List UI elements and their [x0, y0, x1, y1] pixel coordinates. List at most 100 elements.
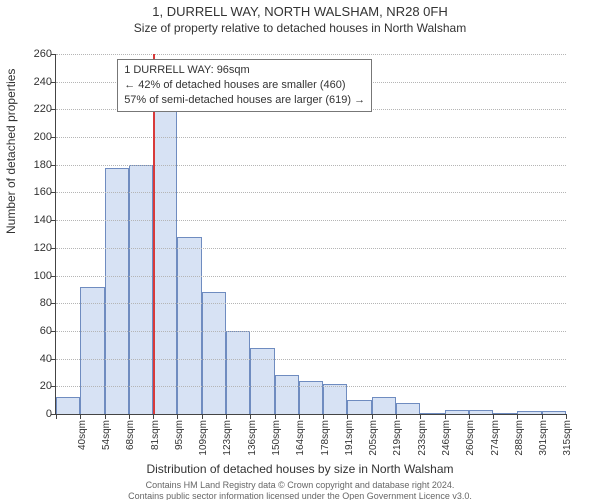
y-axis-title: Number of detached properties — [4, 69, 18, 234]
grid-line — [56, 303, 566, 304]
x-tick-label: 164sqm — [295, 420, 306, 456]
x-tick-mark — [153, 414, 154, 419]
x-tick-label: 109sqm — [198, 420, 209, 456]
grid-line — [56, 54, 566, 55]
annotation-line: ← 42% of detached houses are smaller (46… — [124, 78, 365, 93]
grid-line — [56, 248, 566, 249]
x-tick-mark — [517, 414, 518, 419]
x-tick-mark — [129, 414, 130, 419]
bar — [129, 165, 153, 414]
x-tick-mark — [105, 414, 106, 419]
x-tick-mark — [566, 414, 567, 419]
grid-line — [56, 386, 566, 387]
grid-line — [56, 137, 566, 138]
x-tick-mark — [323, 414, 324, 419]
y-tick-label: 60 — [40, 325, 52, 337]
x-tick-label: 81sqm — [150, 420, 161, 450]
bar — [105, 168, 129, 414]
x-tick-mark — [420, 414, 421, 419]
x-tick-label: 68sqm — [125, 420, 136, 450]
x-tick-label: 301sqm — [538, 420, 549, 456]
x-tick-label: 150sqm — [271, 420, 282, 456]
y-tick-label: 80 — [40, 297, 52, 309]
bar — [275, 375, 299, 414]
grid-line — [56, 220, 566, 221]
x-tick-label: 233sqm — [417, 420, 428, 456]
chart-title: 1, DURRELL WAY, NORTH WALSHAM, NR28 0FH — [0, 4, 600, 19]
x-tick-label: 40sqm — [77, 420, 88, 450]
x-tick-label: 260sqm — [465, 420, 476, 456]
bar — [517, 411, 541, 414]
bar — [420, 413, 444, 414]
x-tick-mark — [80, 414, 81, 419]
chart-container: 1, DURRELL WAY, NORTH WALSHAM, NR28 0FH … — [0, 4, 600, 500]
grid-line — [56, 276, 566, 277]
x-tick-label: 288sqm — [514, 420, 525, 456]
x-tick-label: 219sqm — [392, 420, 403, 456]
bar — [347, 400, 371, 414]
grid-line — [56, 331, 566, 332]
x-tick-mark — [177, 414, 178, 419]
x-tick-label: 246sqm — [441, 420, 452, 456]
bar — [372, 397, 396, 414]
x-tick-mark — [202, 414, 203, 419]
grid-line — [56, 165, 566, 166]
y-tick-label: 20 — [40, 380, 52, 392]
bar — [469, 410, 493, 414]
bar — [153, 109, 177, 414]
grid-line — [56, 192, 566, 193]
x-tick-label: 54sqm — [101, 420, 112, 450]
bar — [202, 292, 226, 414]
x-tick-mark — [275, 414, 276, 419]
x-tick-mark — [445, 414, 446, 419]
bar — [445, 410, 469, 414]
attribution-line1: Contains HM Land Registry data © Crown c… — [0, 480, 600, 491]
x-tick-label: 123sqm — [222, 420, 233, 456]
annotation-line: 57% of semi-detached houses are larger (… — [124, 93, 365, 108]
plot-area: 02040608010012014016018020022024026040sq… — [55, 54, 566, 415]
y-tick-label: 220 — [34, 103, 52, 115]
bar — [56, 397, 80, 414]
bar — [226, 331, 250, 414]
y-tick-label: 100 — [34, 270, 52, 282]
chart-subtitle: Size of property relative to detached ho… — [0, 21, 600, 35]
x-tick-mark — [250, 414, 251, 419]
x-tick-label: 191sqm — [344, 420, 355, 456]
y-tick-label: 40 — [40, 353, 52, 365]
bar — [542, 411, 566, 414]
y-tick-label: 140 — [34, 214, 52, 226]
bar — [177, 237, 201, 414]
annotation-box: 1 DURRELL WAY: 96sqm← 42% of detached ho… — [117, 59, 372, 112]
x-tick-mark — [542, 414, 543, 419]
bar — [493, 413, 517, 414]
x-axis-title: Distribution of detached houses by size … — [0, 462, 600, 476]
y-tick-label: 180 — [34, 159, 52, 171]
x-tick-label: 136sqm — [247, 420, 258, 456]
x-tick-mark — [372, 414, 373, 419]
y-tick-label: 260 — [34, 48, 52, 60]
x-tick-mark — [226, 414, 227, 419]
y-tick-label: 160 — [34, 186, 52, 198]
x-tick-label: 178sqm — [320, 420, 331, 456]
x-tick-label: 315sqm — [562, 420, 573, 456]
attribution: Contains HM Land Registry data © Crown c… — [0, 480, 600, 500]
x-tick-mark — [347, 414, 348, 419]
grid-line — [56, 359, 566, 360]
x-tick-label: 95sqm — [174, 420, 185, 450]
x-tick-mark — [493, 414, 494, 419]
x-tick-label: 205sqm — [368, 420, 379, 456]
y-tick-label: 200 — [34, 131, 52, 143]
y-tick-label: 240 — [34, 76, 52, 88]
attribution-line2: Contains public sector information licen… — [0, 491, 600, 500]
x-tick-mark — [299, 414, 300, 419]
bar — [250, 348, 274, 414]
y-tick-label: 0 — [46, 408, 52, 420]
bar — [80, 287, 104, 414]
annotation-line: 1 DURRELL WAY: 96sqm — [124, 63, 365, 78]
x-tick-label: 274sqm — [490, 420, 501, 456]
y-tick-label: 120 — [34, 242, 52, 254]
x-tick-mark — [469, 414, 470, 419]
x-tick-mark — [396, 414, 397, 419]
x-tick-mark — [56, 414, 57, 419]
bar — [396, 403, 420, 414]
